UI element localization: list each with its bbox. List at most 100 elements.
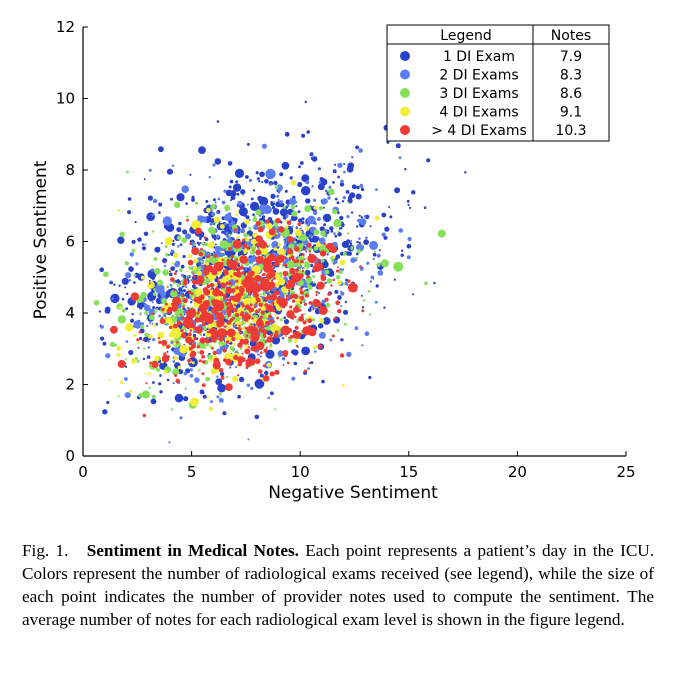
data-point bbox=[312, 198, 317, 202]
data-point bbox=[158, 382, 162, 386]
data-point bbox=[248, 226, 252, 230]
data-point bbox=[183, 309, 188, 314]
data-point bbox=[339, 182, 345, 187]
data-point bbox=[281, 337, 285, 340]
data-point bbox=[284, 278, 289, 283]
data-point bbox=[264, 313, 269, 318]
data-point bbox=[194, 377, 200, 383]
data-point bbox=[312, 264, 321, 273]
data-point bbox=[259, 373, 264, 378]
data-point bbox=[295, 344, 299, 348]
data-point bbox=[156, 308, 159, 311]
data-point bbox=[246, 203, 249, 206]
data-point bbox=[225, 189, 233, 197]
data-point bbox=[233, 355, 239, 360]
data-point bbox=[110, 341, 116, 347]
data-point bbox=[234, 312, 240, 318]
data-point bbox=[210, 400, 213, 404]
legend-header-label: Legend bbox=[440, 28, 491, 44]
data-point bbox=[217, 383, 226, 393]
data-point bbox=[220, 375, 225, 380]
data-point bbox=[159, 318, 166, 324]
data-point bbox=[254, 292, 257, 296]
y-tick-label: 8 bbox=[65, 161, 75, 179]
data-point bbox=[273, 247, 278, 252]
data-point bbox=[286, 361, 290, 365]
data-point bbox=[211, 269, 218, 276]
data-point bbox=[163, 369, 168, 374]
data-point bbox=[304, 257, 308, 260]
data-point bbox=[180, 264, 185, 269]
data-point bbox=[275, 217, 281, 224]
data-point bbox=[184, 329, 188, 333]
data-point bbox=[281, 265, 284, 268]
data-point bbox=[250, 238, 257, 245]
data-point bbox=[327, 292, 331, 296]
data-point bbox=[239, 265, 244, 270]
data-point bbox=[237, 362, 243, 367]
data-point bbox=[282, 272, 286, 276]
data-point bbox=[191, 361, 195, 365]
data-point bbox=[311, 318, 316, 322]
data-point bbox=[285, 283, 292, 290]
data-point bbox=[313, 345, 317, 349]
data-point bbox=[291, 317, 294, 320]
data-point bbox=[259, 171, 265, 178]
data-point bbox=[236, 235, 240, 240]
data-point bbox=[274, 258, 278, 262]
data-point bbox=[313, 245, 319, 251]
data-point bbox=[201, 340, 205, 344]
data-point bbox=[188, 346, 193, 351]
data-point bbox=[176, 193, 185, 202]
data-point bbox=[171, 304, 178, 312]
data-point bbox=[308, 327, 317, 337]
data-point bbox=[240, 228, 246, 234]
data-point bbox=[343, 163, 346, 165]
data-point bbox=[315, 290, 319, 294]
data-point bbox=[208, 358, 212, 363]
data-point bbox=[407, 203, 410, 206]
data-point bbox=[293, 315, 297, 319]
data-point bbox=[334, 197, 338, 201]
data-point bbox=[326, 253, 329, 256]
y-tick-label: 12 bbox=[56, 18, 75, 36]
data-point bbox=[144, 332, 149, 338]
data-point bbox=[214, 245, 221, 253]
data-point bbox=[306, 130, 311, 134]
data-point bbox=[305, 180, 310, 185]
data-point bbox=[260, 324, 265, 329]
data-point bbox=[337, 232, 342, 237]
data-point bbox=[102, 341, 107, 346]
data-point bbox=[350, 249, 353, 252]
figure-caption: Fig. 1. Sentiment in Medical Notes. Each… bbox=[22, 539, 654, 631]
data-point bbox=[138, 330, 142, 334]
data-point bbox=[232, 231, 235, 234]
data-point bbox=[174, 374, 178, 377]
data-point bbox=[305, 250, 308, 253]
data-point bbox=[299, 287, 303, 291]
data-point bbox=[146, 212, 155, 221]
data-point bbox=[310, 263, 314, 268]
data-point bbox=[211, 307, 217, 314]
data-point bbox=[309, 234, 312, 238]
data-point bbox=[253, 281, 258, 285]
data-point bbox=[140, 322, 144, 326]
data-point bbox=[242, 243, 248, 249]
data-point bbox=[304, 100, 307, 104]
data-point bbox=[216, 312, 224, 320]
data-point bbox=[265, 280, 268, 283]
data-point bbox=[236, 322, 240, 326]
data-point bbox=[255, 301, 258, 305]
data-point bbox=[172, 368, 180, 376]
data-point bbox=[333, 316, 341, 324]
data-point bbox=[225, 302, 230, 306]
data-point bbox=[137, 237, 142, 242]
data-point bbox=[176, 227, 182, 233]
data-point bbox=[365, 236, 368, 239]
data-point bbox=[128, 279, 132, 282]
data-point bbox=[324, 189, 328, 192]
data-point bbox=[359, 265, 362, 269]
data-point bbox=[221, 289, 224, 293]
data-point bbox=[258, 204, 269, 214]
data-point bbox=[335, 275, 341, 280]
